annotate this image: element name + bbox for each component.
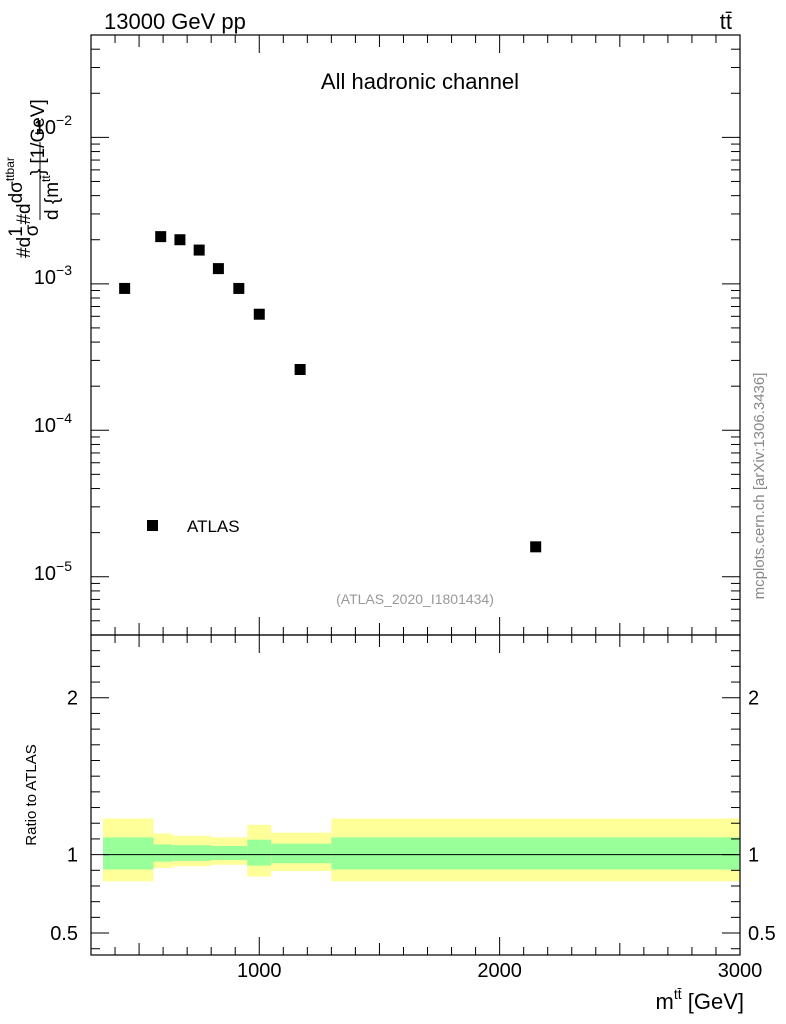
y-tick-exponent: −5: [56, 558, 72, 574]
svg-text:#d1σ#ddσttbar: #d1σ#ddσttbar: [3, 157, 43, 258]
ratio-y-tick-labels: 2 2 1 1 0.5 0.5: [50, 688, 776, 945]
ratio-y-tick-label-right: 2: [748, 688, 759, 710]
xlabel-unit: [GeV]: [682, 989, 744, 1014]
y-tick-label-2: 10−3: [34, 262, 72, 289]
data-point: [294, 363, 306, 375]
legend-marker: [147, 520, 158, 531]
inner-uncertainty-band: [271, 843, 332, 864]
inner-uncertainty-band: [153, 844, 173, 862]
inner-uncertainty-band: [247, 839, 272, 866]
chart-title: All hadronic channel: [321, 69, 519, 94]
ratio-panel-frame: [90, 634, 741, 956]
ylabel-prefix: #d: [14, 237, 35, 258]
inner-uncertainty-band: [331, 837, 740, 870]
y-axis-label: #d1σ#ddσttbar d {mtt̄} [1/GeV]: [3, 99, 63, 258]
data-point: [119, 282, 131, 294]
data-point: [212, 263, 224, 275]
data-points: [119, 231, 542, 553]
process-label: tt̄: [720, 9, 732, 34]
main-panel: All hadronic channel (ATLAS_2020_I180143…: [3, 34, 741, 636]
y-tick-label-4: 10−5: [34, 558, 72, 585]
ylabel-dsigma: dσ: [6, 181, 27, 204]
ratio-y-tick-label: 0.5: [50, 923, 78, 945]
energy-label: 13000 GeV pp: [104, 9, 246, 34]
y-tick-mantissa: 10: [34, 117, 56, 139]
svg-text:10−2: 10−2: [34, 112, 72, 139]
x-tick-label: 3000: [718, 960, 763, 982]
y-tick-exponent: −2: [56, 112, 72, 128]
xlabel-m: m: [656, 989, 674, 1014]
ylabel-sigma: σ: [22, 224, 43, 236]
x-tick-label: 2000: [477, 960, 522, 982]
data-point: [233, 282, 245, 294]
svg-text:10−3: 10−3: [34, 262, 72, 289]
x-axis-label: mtt̄ [GeV]: [656, 986, 744, 1014]
x-tick-label: 1000: [237, 960, 282, 982]
data-point: [530, 541, 542, 553]
inner-uncertainty-band: [172, 845, 212, 861]
svg-text:10−5: 10−5: [34, 558, 72, 585]
ratio-y-tick-label: 2: [67, 688, 78, 710]
ylabel-mid: #d: [14, 203, 35, 224]
ylabel-sigma-sup: ttbar: [3, 157, 17, 181]
ratio-y-tick-label: 1: [67, 845, 78, 867]
uncertainty-bands: [103, 818, 740, 882]
data-point: [193, 244, 205, 256]
data-point: [174, 234, 186, 246]
ratio-panel: 2 2 1 1 0.5 0.5 1000 2000 3000 Ratio to ATLAS m…: [23, 634, 776, 1014]
y-tick-mantissa: 10: [34, 267, 56, 289]
y-tick-mantissa: 10: [34, 563, 56, 585]
ratio-axis-ticks: [91, 635, 741, 955]
top-axis-ticks: [91, 34, 741, 636]
xlabel-sup: tt̄: [674, 986, 682, 1002]
ylabel-one: 1: [6, 226, 27, 237]
y-tick-exponent: −3: [56, 262, 72, 278]
y-tick-label-1: 10−2: [34, 112, 72, 139]
x-tick-labels: 1000 2000 3000: [237, 960, 762, 982]
y-tick-mantissa: 10: [34, 415, 56, 437]
main-panel-frame: [90, 34, 741, 636]
source-label: mcplots.cern.ch [arXiv:1306.3436]: [751, 373, 768, 600]
analysis-watermark: (ATLAS_2020_I1801434): [336, 591, 494, 607]
svg-text:d {mtt̄} [1/GeV]: d {mtt̄} [1/GeV]: [28, 99, 63, 220]
data-point: [155, 231, 167, 243]
inner-uncertainty-band: [211, 845, 248, 861]
ylabel-brace-open: d {m: [42, 182, 63, 220]
ylabel-brace-close: } [1/GeV]: [28, 99, 49, 175]
svg-text:10−4: 10−4: [34, 410, 72, 437]
data-point: [253, 308, 265, 320]
ylabel-m-sup: tt̄: [39, 175, 53, 182]
legend: ATLAS: [147, 517, 240, 536]
y-tick-exponent: −4: [56, 410, 72, 426]
ratio-y-tick-label-right: 0.5: [748, 923, 776, 945]
inner-uncertainty-band: [103, 837, 154, 870]
ratio-y-axis-label: Ratio to ATLAS: [23, 744, 40, 845]
y-tick-label-3: 10−4: [34, 410, 72, 437]
legend-label: ATLAS: [187, 517, 240, 536]
ratio-y-tick-label-right: 1: [748, 845, 759, 867]
